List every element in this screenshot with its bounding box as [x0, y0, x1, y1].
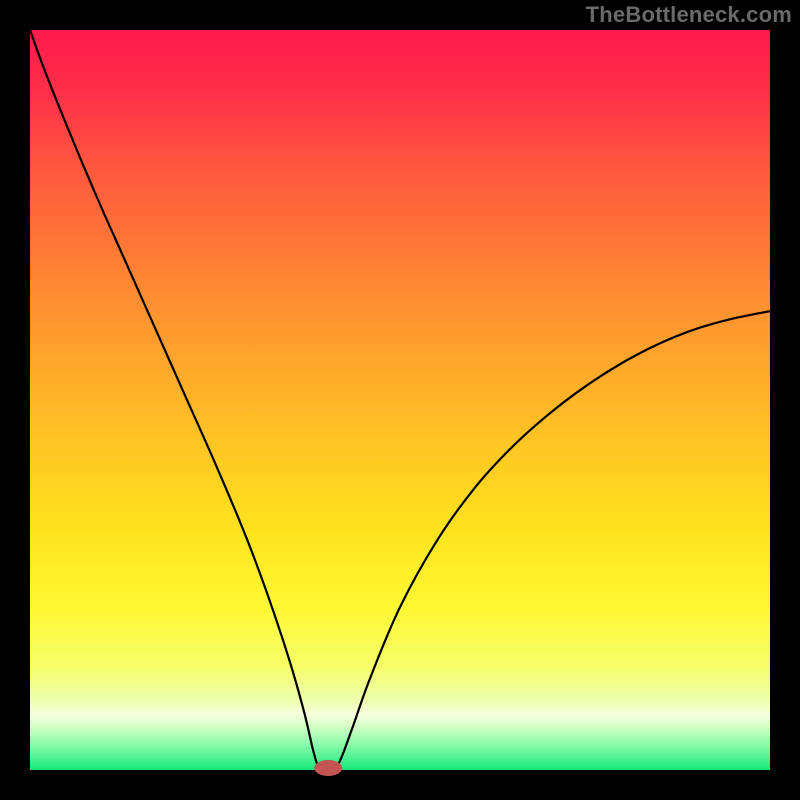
bottleneck-chart [0, 0, 800, 800]
optimum-marker [314, 760, 342, 776]
chart-container: TheBottleneck.com [0, 0, 800, 800]
watermark-text: TheBottleneck.com [586, 2, 792, 28]
plot-background [30, 30, 770, 770]
